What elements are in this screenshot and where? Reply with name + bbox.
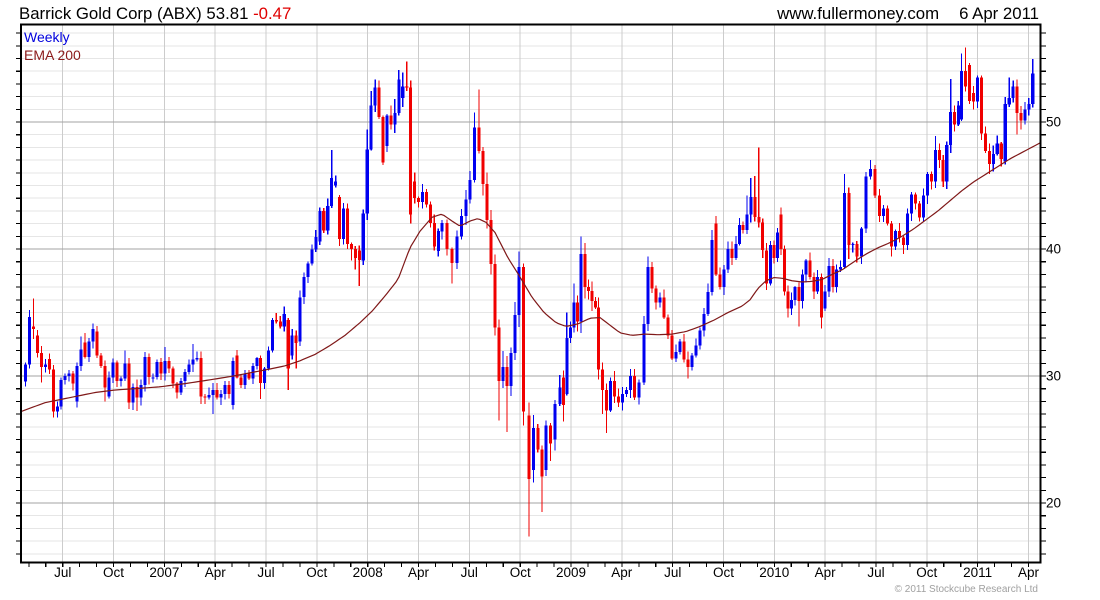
- svg-text:2010: 2010: [759, 565, 789, 580]
- svg-text:Jul: Jul: [461, 565, 478, 580]
- svg-text:Weekly: Weekly: [24, 29, 70, 45]
- svg-text:2009: 2009: [556, 565, 586, 580]
- svg-text:Apr: Apr: [611, 565, 633, 580]
- svg-text:30: 30: [1046, 369, 1061, 384]
- svg-text:Oct: Oct: [306, 565, 327, 580]
- svg-text:50: 50: [1046, 115, 1061, 130]
- svg-text:20: 20: [1046, 496, 1061, 511]
- svg-text:Jul: Jul: [867, 565, 884, 580]
- svg-text:2008: 2008: [353, 565, 383, 580]
- svg-text:Apr: Apr: [205, 565, 227, 580]
- svg-text:Apr: Apr: [408, 565, 430, 580]
- svg-text:Apr: Apr: [1018, 565, 1040, 580]
- svg-text:Jul: Jul: [257, 565, 274, 580]
- svg-text:Apr: Apr: [815, 565, 837, 580]
- svg-text:40: 40: [1046, 242, 1061, 257]
- svg-text:EMA 200: EMA 200: [24, 47, 81, 63]
- svg-text:2007: 2007: [149, 565, 179, 580]
- svg-text:Jul: Jul: [54, 565, 71, 580]
- svg-text:Jul: Jul: [664, 565, 681, 580]
- svg-text:Oct: Oct: [916, 565, 937, 580]
- svg-text:Oct: Oct: [510, 565, 531, 580]
- svg-text:Oct: Oct: [713, 565, 734, 580]
- svg-text:Oct: Oct: [103, 565, 124, 580]
- svg-text:© 2011 Stockcube Research Ltd: © 2011 Stockcube Research Ltd: [895, 584, 1038, 595]
- svg-text:2011: 2011: [963, 565, 992, 580]
